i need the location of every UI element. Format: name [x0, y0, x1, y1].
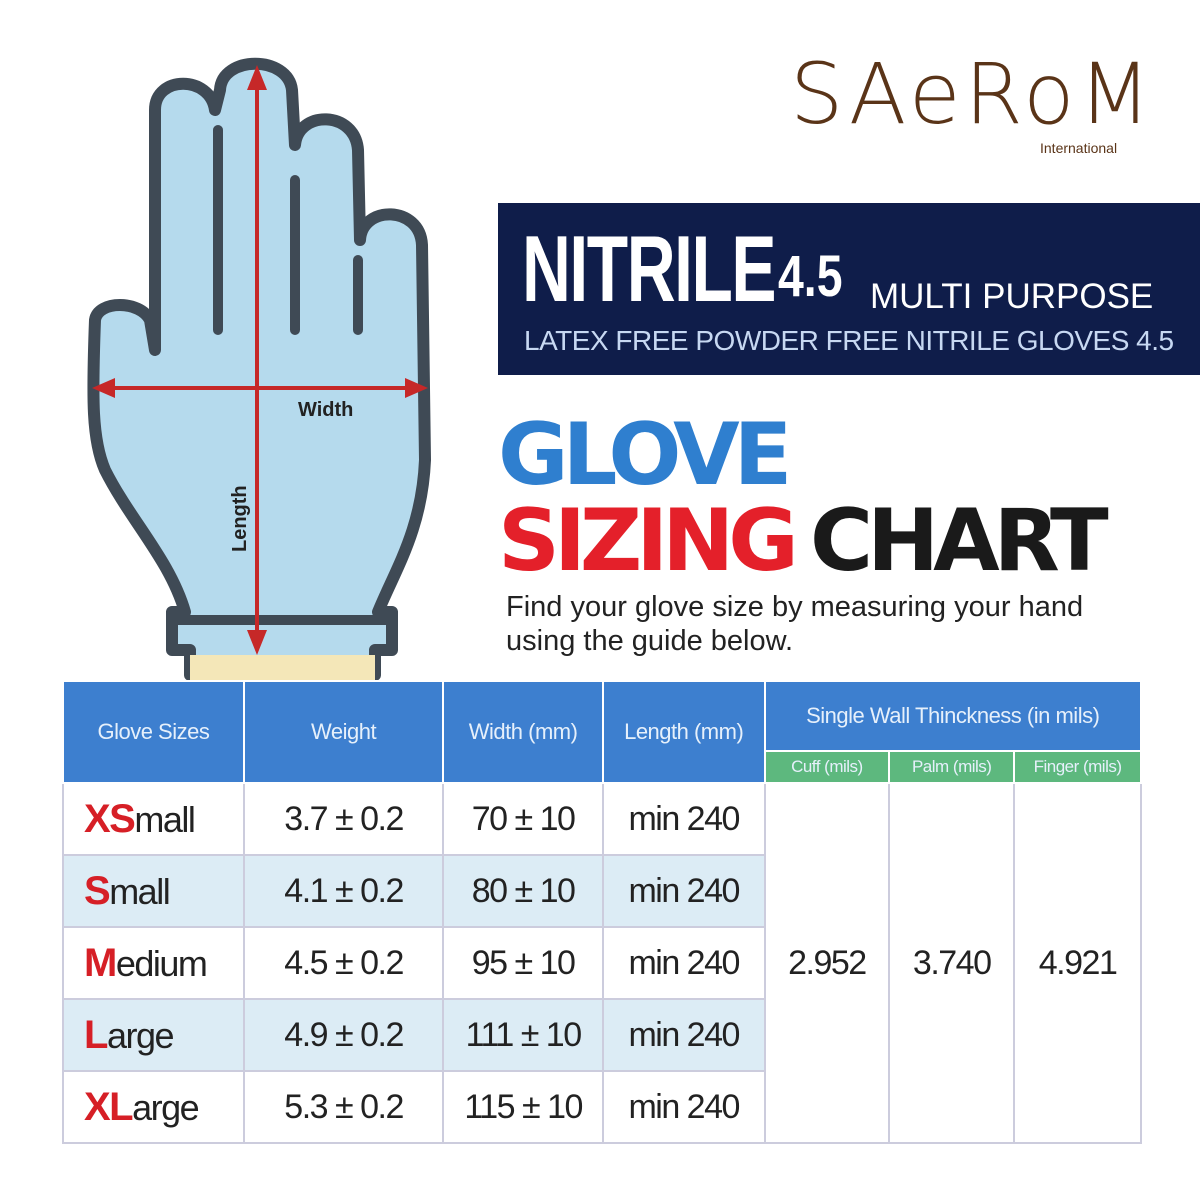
- heading-sizing: SIZING: [498, 491, 799, 591]
- size-prefix: S: [84, 868, 111, 913]
- size-prefix: M: [84, 940, 117, 985]
- product-tag: MULTI PURPOSE: [870, 277, 1154, 316]
- brand-logo: SAeRoM: [790, 45, 1156, 143]
- width-cell: 95 ± 10: [442, 926, 604, 1000]
- header-thickness: Single Wall Thinckness (in mils): [763, 680, 1142, 752]
- header-palm: Palm (mils): [888, 750, 1016, 784]
- sizing-table: Glove Sizes Weight Width (mm) Length (mm…: [62, 680, 1142, 1144]
- weight-cell: 4.1 ± 0.2: [242, 854, 445, 928]
- size-cell: Medium: [62, 926, 245, 1000]
- product-banner: NITRILE 4.5 MULTI PURPOSE LATEX FREE POW…: [498, 203, 1200, 375]
- weight-cell: 4.9 ± 0.2: [242, 998, 445, 1072]
- header-width: Width (mm): [442, 680, 604, 784]
- size-prefix: L: [84, 1012, 108, 1057]
- glove-hand-shape: [87, 57, 431, 681]
- table-row: Medium 4.5 ± 0.2 95 ± 10 min 240: [62, 926, 1141, 1000]
- wrist: [190, 655, 375, 680]
- size-cell: Large: [62, 998, 245, 1072]
- length-cell: min 240: [601, 854, 766, 928]
- weight-cell: 4.5 ± 0.2: [242, 926, 445, 1000]
- header-cuff: Cuff (mils): [763, 750, 891, 784]
- finger-lines: [213, 125, 363, 335]
- width-cell: 80 ± 10: [442, 854, 604, 928]
- product-version: 4.5: [778, 244, 843, 309]
- size-rest: mall: [134, 798, 196, 840]
- length-cell: min 240: [601, 998, 766, 1072]
- thickness-palm: 3.740: [888, 782, 1016, 1144]
- thickness-cuff: 2.952: [763, 782, 891, 1144]
- thickness-finger: 4.921: [1013, 782, 1142, 1144]
- product-subtitle: LATEX FREE POWDER FREE NITRILE GLOVES 4.…: [524, 325, 1174, 356]
- width-cell: 115 ± 10: [442, 1070, 604, 1144]
- header-finger: Finger (mils): [1013, 750, 1142, 784]
- heading-glove: GLOVE: [498, 405, 792, 505]
- size-cell: XSmall: [62, 782, 245, 856]
- size-rest: arge: [132, 1086, 200, 1128]
- hand-diagram: Width Length: [87, 57, 431, 681]
- width-cell: 111 ± 10: [442, 998, 604, 1072]
- length-cell: min 240: [601, 926, 766, 1000]
- weight-cell: 5.3 ± 0.2: [242, 1070, 445, 1144]
- header-length: Length (mm): [601, 680, 766, 784]
- length-cell: min 240: [601, 782, 766, 856]
- length-label: Length: [229, 485, 251, 552]
- table-row: XSmall 3.7 ± 0.2 70 ± 10 min 240 2.952 3.7…: [62, 782, 1142, 1144]
- width-cell: 70 ± 10: [442, 782, 604, 856]
- width-label: Width: [298, 399, 353, 421]
- table-row: Small 4.1 ± 0.2 80 ± 10 min 240: [62, 854, 1141, 928]
- size-rest: edium: [115, 942, 208, 984]
- guide-text: Find your glove size by measuring your h…: [506, 591, 1084, 657]
- product-title: NITRILE: [522, 216, 777, 321]
- table-body: XSmall 3.7 ± 0.2 70 ± 10 min 240 2.952 3.7…: [62, 782, 1142, 1144]
- weight-cell: 3.7 ± 0.2: [242, 782, 445, 856]
- table-row: Large 4.9 ± 0.2 111 ± 10 min 240: [62, 998, 1141, 1072]
- table-row: XLarge 5.3 ± 0.2 115 ± 10 min 240: [62, 1070, 1141, 1144]
- size-rest: arge: [106, 1014, 175, 1056]
- header-size: Glove Sizes: [62, 680, 245, 784]
- size-rest: mall: [109, 870, 171, 912]
- brand-subtitle: International: [1040, 140, 1118, 156]
- header-weight: Weight: [242, 680, 445, 784]
- heading-chart: CHART: [810, 491, 1109, 591]
- size-cell: XLarge: [62, 1070, 245, 1144]
- size-cell: Small: [62, 854, 245, 928]
- length-cell: min 240: [601, 1070, 766, 1144]
- size-prefix: XL: [84, 1084, 134, 1129]
- size-prefix: XS: [84, 796, 136, 841]
